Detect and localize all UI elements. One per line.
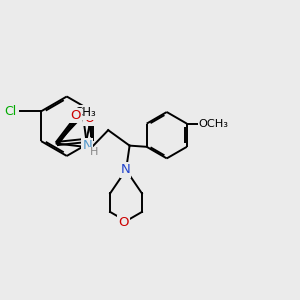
Text: O: O [84,112,94,125]
Text: H: H [90,148,99,158]
Text: CH₃: CH₃ [74,106,96,119]
Text: N: N [82,139,92,152]
Text: O: O [118,216,129,229]
Text: Cl: Cl [4,105,17,118]
Text: O: O [70,109,81,122]
Text: N: N [121,164,130,176]
Text: OCH₃: OCH₃ [199,118,229,129]
